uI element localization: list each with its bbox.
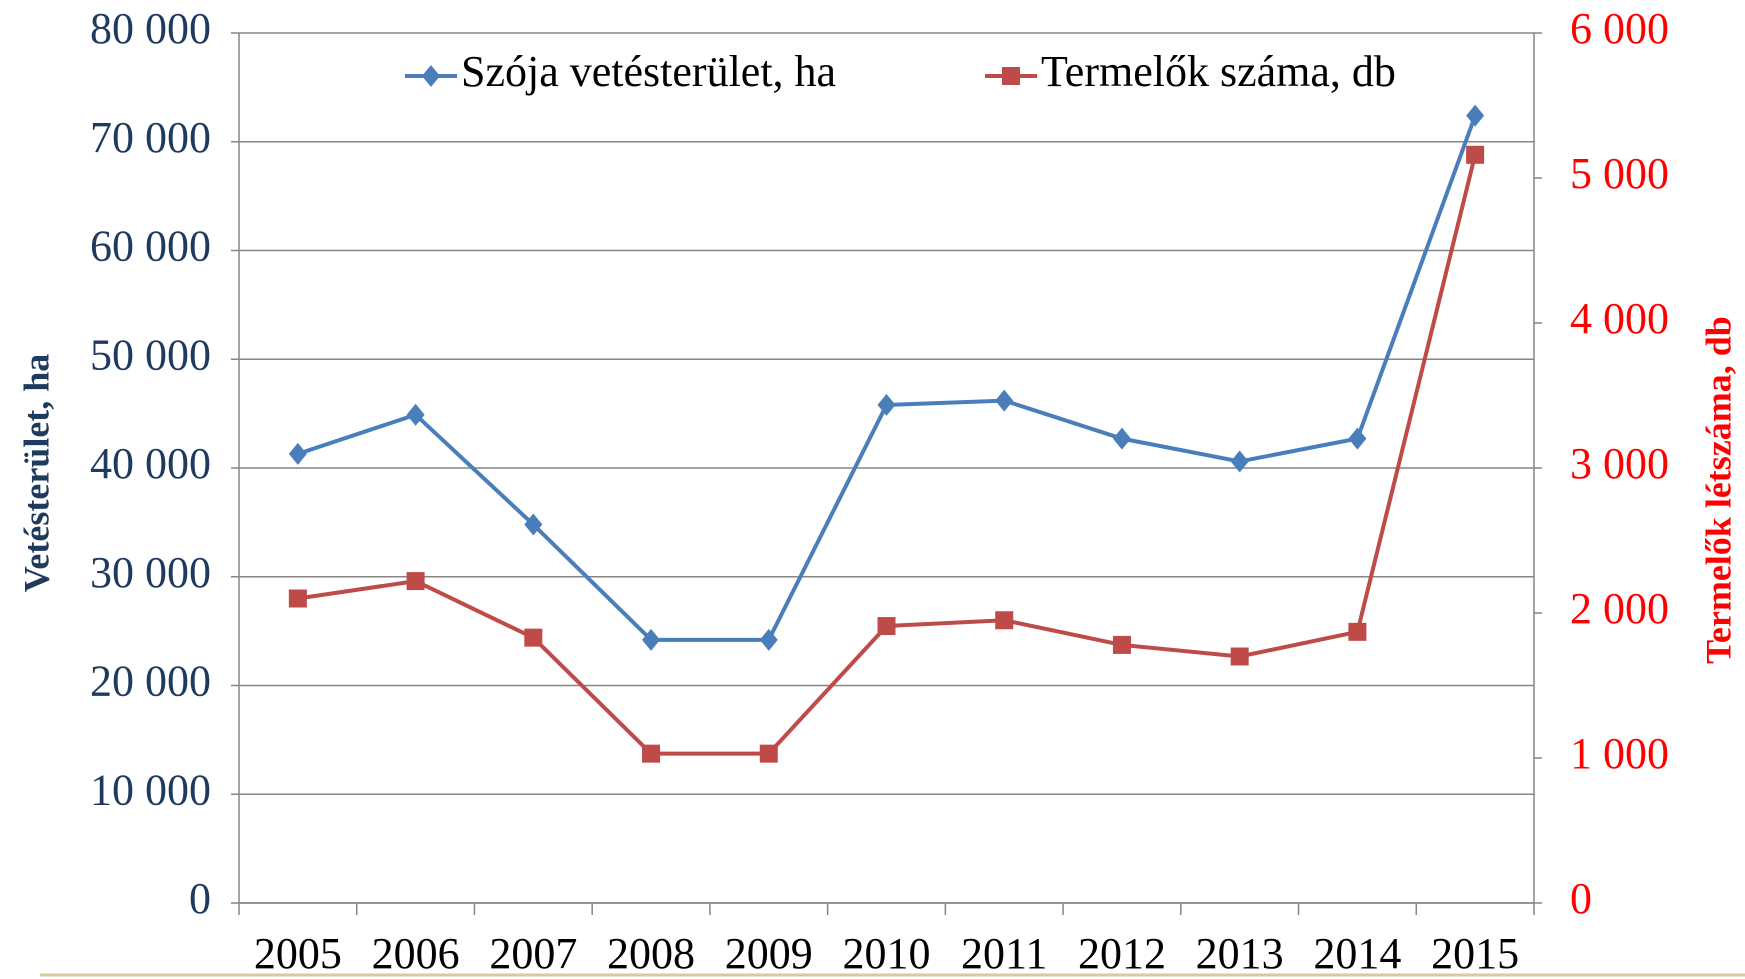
x-tick-label: 2013 [1196, 929, 1284, 978]
point [524, 513, 543, 536]
point [288, 442, 307, 465]
series-line [297, 154, 1478, 756]
point [1112, 635, 1131, 654]
point [288, 589, 307, 608]
x-tick-label: 2011 [961, 929, 1047, 978]
y2-axis-title: Termelők létszáma, db [1698, 316, 1738, 664]
point [995, 611, 1014, 630]
point [406, 572, 425, 591]
y-tick-label: 30 000 [90, 548, 211, 597]
point [1112, 427, 1131, 450]
point [422, 65, 440, 87]
point [1230, 647, 1249, 666]
point [406, 403, 425, 426]
x-tick-label: 2008 [607, 929, 695, 978]
y-tick-label: 70 000 [90, 113, 211, 162]
x-tick-label: 2006 [372, 929, 460, 978]
legend-label: Termelők száma, db [1041, 47, 1396, 96]
point [642, 628, 661, 651]
legend-label: Szója vetésterület, ha [461, 47, 836, 96]
point [995, 389, 1014, 412]
point [1348, 622, 1367, 641]
point [1002, 67, 1020, 85]
x-tick-label: 2009 [725, 929, 813, 978]
point [1230, 450, 1249, 473]
y-tick-label: 40 000 [90, 439, 211, 488]
y-tick-label: 10 000 [90, 765, 211, 814]
x-tick-label: 2015 [1431, 929, 1519, 978]
y-tick-label: 20 000 [90, 657, 211, 706]
series-line [297, 114, 1478, 642]
point [877, 617, 896, 636]
x-tick-label: 2012 [1078, 929, 1166, 978]
point [759, 628, 778, 651]
point [877, 393, 896, 416]
point [642, 744, 661, 763]
point [1466, 145, 1485, 164]
y-tick-label: 50 000 [90, 330, 211, 379]
y2-tick-label: 4 000 [1570, 294, 1669, 343]
x-tick-label: 2010 [843, 929, 931, 978]
point [1348, 427, 1367, 450]
y-tick-label: 0 [189, 874, 211, 923]
y2-tick-label: 1 000 [1570, 729, 1669, 778]
point [1466, 104, 1485, 127]
y-tick-label: 80 000 [90, 4, 211, 53]
x-tick-label: 2007 [489, 929, 577, 978]
y-tick-label: 60 000 [90, 222, 211, 271]
x-tick-label: 2014 [1313, 929, 1401, 978]
y2-tick-label: 3 000 [1570, 439, 1669, 488]
y2-tick-label: 6 000 [1570, 4, 1669, 53]
point [759, 744, 778, 763]
y2-tick-label: 2 000 [1570, 584, 1669, 633]
y2-tick-label: 5 000 [1570, 149, 1669, 198]
point [524, 628, 543, 647]
y2-tick-label: 0 [1570, 874, 1592, 923]
y-axis-title: Vetésterület, ha [16, 354, 56, 593]
x-tick-label: 2005 [254, 929, 342, 978]
